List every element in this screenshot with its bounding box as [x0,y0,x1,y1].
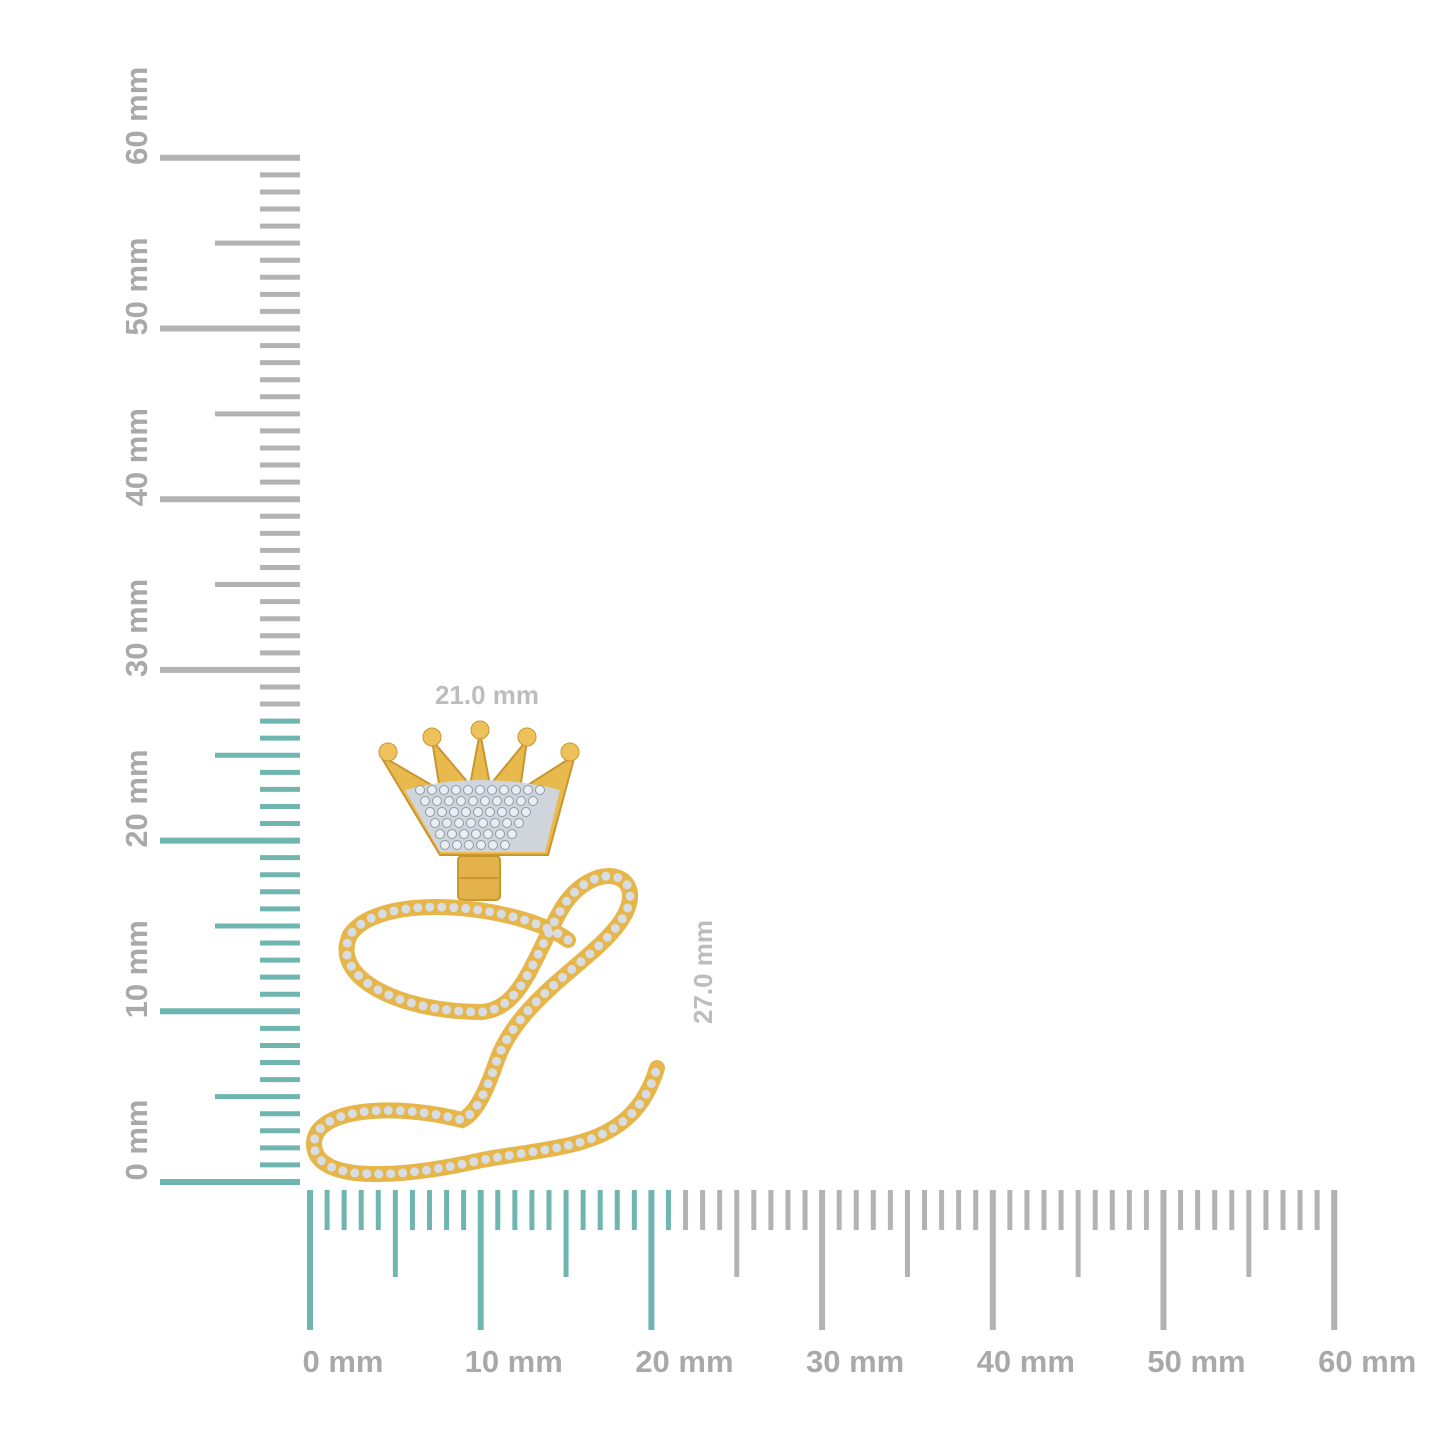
vertical-ruler-label: 30 mm [119,579,154,677]
crown-diamond [442,818,452,828]
horizontal-ruler-label: 40 mm [977,1344,1075,1379]
crown-diamond [451,785,461,795]
horizontal-ruler-label: 0 mm [303,1344,384,1379]
horizontal-ruler-label: 60 mm [1318,1344,1416,1379]
crown-diamond [473,807,483,817]
crown-diamond [500,840,510,850]
height-dimension-label: 27.0 mm [688,920,718,1024]
crown-diamond [504,796,514,806]
pendant-image [306,720,665,1183]
crown-diamond [488,840,498,850]
crown-diamond [430,818,440,828]
crown-diamond [487,785,497,795]
crown-diamond [415,785,425,795]
letter-l [306,868,665,1183]
crown-diamond [447,829,457,839]
vertical-ruler-label: 60 mm [119,67,154,165]
crown-diamond [466,818,476,828]
crown-diamond [444,796,454,806]
crown-diamond [478,818,488,828]
horizontal-ruler-labels: 0 mm 10 mm 20 mm 30 mm 40 mm 50 mm 60 mm [303,1344,1417,1379]
width-dimension-label: 21.0 mm [435,680,539,710]
crown-diamond [514,818,524,828]
crown-diamond [468,796,478,806]
crown-diamond [427,785,437,795]
crown-diamond [456,796,466,806]
crown-diamond [483,829,493,839]
horizontal-ruler-label: 10 mm [465,1344,563,1379]
crown-diamond [516,796,526,806]
crown-diamond [475,785,485,795]
crown-diamond [523,785,533,795]
vertical-ruler-label: 0 mm [119,1100,154,1181]
crown-diamond [435,829,445,839]
crown-diamond [463,785,473,795]
crown-diamond [502,818,512,828]
crown-diamond [432,796,442,806]
crown-diamond [461,807,471,817]
vertical-ruler-label: 20 mm [119,749,154,847]
horizontal-ruler-label: 30 mm [806,1344,904,1379]
crown-diamond [420,796,430,806]
vertical-ruler-label: 50 mm [119,237,154,335]
crown-diamond [449,807,459,817]
crown [378,720,580,856]
crown-diamond [485,807,495,817]
crown-diamond [464,840,474,850]
crown-diamond [492,796,502,806]
crown-diamond [497,807,507,817]
crown-diamond [499,785,509,795]
vertical-ruler [160,154,300,1185]
crown-diamond [528,796,538,806]
horizontal-ruler-label: 50 mm [1147,1344,1245,1379]
vertical-ruler-label: 40 mm [119,408,154,506]
crown-diamond [452,840,462,850]
crown-diamond [440,840,450,850]
crown-diamond [495,829,505,839]
crown-diamond [425,807,435,817]
crown-diamond [521,807,531,817]
crown-diamond [471,829,481,839]
vertical-ruler-labels: 0 mm 10 mm 20 mm 30 mm 40 mm 50 mm 60 mm [119,67,154,1181]
crown-diamond [490,818,500,828]
crown-diamond [454,818,464,828]
crown-diamond [476,840,486,850]
vertical-ruler-label: 10 mm [119,920,154,1018]
crown-diamond [480,796,490,806]
horizontal-ruler-label: 20 mm [635,1344,733,1379]
crown-diamond [509,807,519,817]
crown-diamond [437,807,447,817]
crown-diamond [535,785,545,795]
crown-diamond [459,829,469,839]
crown-diamond [439,785,449,795]
crown-diamond [507,829,517,839]
horizontal-ruler [307,1190,1338,1330]
crown-diamond [511,785,521,795]
